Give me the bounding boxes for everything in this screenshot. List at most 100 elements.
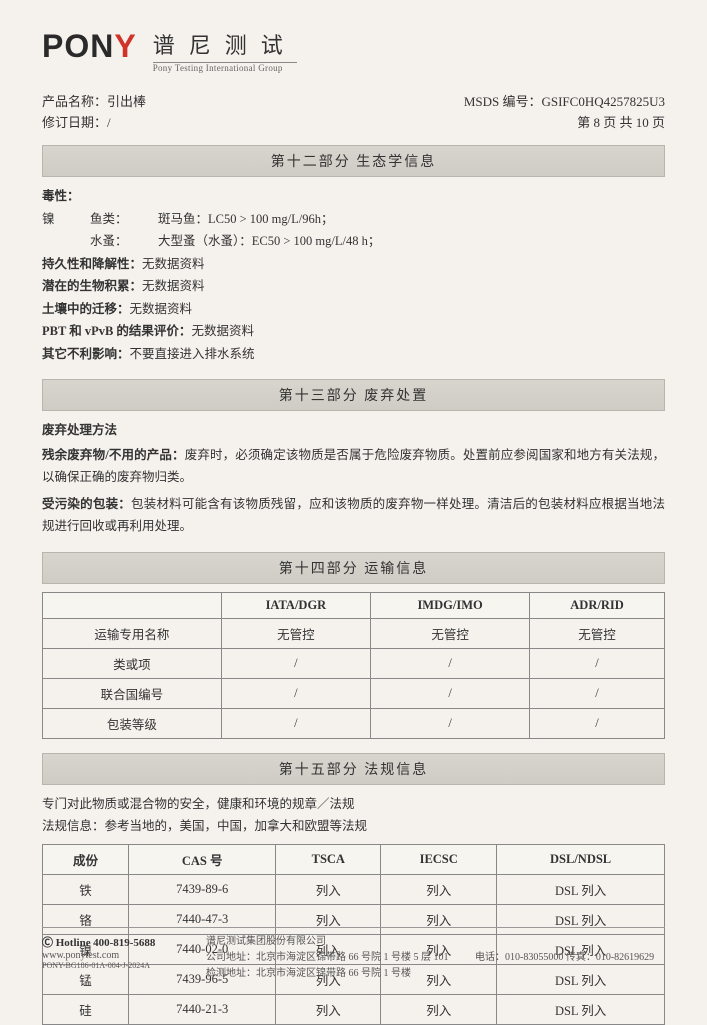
brand-block: 谱尼测试 Pony Testing International Group: [153, 28, 297, 73]
table-row: 运输专用名称无管控无管控无管控: [43, 618, 665, 648]
reg-line1: 专门对此物质或混合物的安全，健康和环境的规章／法规: [42, 793, 665, 816]
cell: /: [371, 648, 530, 678]
hotline-number: 400-819-5688: [93, 937, 155, 949]
bio-label: 潜在的生物积累：: [42, 279, 142, 293]
msds-value: GSIFC0HQ4257825U3: [541, 94, 665, 109]
th-component: 成份: [43, 844, 129, 874]
addr2: 北京市海淀区锦带路 66 号院 1 号楼: [256, 968, 411, 979]
cell: DSL 列入: [497, 874, 665, 904]
header: PONY 谱尼测试 Pony Testing International Gro…: [42, 28, 665, 73]
cell: 运输专用名称: [43, 618, 222, 648]
cell: 硅: [43, 994, 129, 1024]
footer: Ⓒ Hotline 400-819-5688 www.ponytest.com …: [42, 927, 665, 982]
table-row: 铁7439-89-6列入列入DSL 列入: [43, 874, 665, 904]
toxicity-label: 毒性：: [42, 185, 665, 208]
product-label: 产品名称：: [42, 94, 107, 109]
daphnia-text: 大型蚤（水蚤）：EC50 > 100 mg/L/48 h；: [158, 230, 380, 253]
cell: 无管控: [221, 618, 371, 648]
meta-row-1: 产品名称：引出棒 MSDS 编号：GSIFC0HQ4257825U3: [42, 91, 665, 110]
cell: /: [221, 648, 371, 678]
cell: 7440-21-3: [129, 994, 276, 1024]
cell: /: [530, 648, 665, 678]
footer-company: 谱尼测试集团股份有限公司: [206, 934, 461, 950]
section-13-title: 第十三部分 废弃处置: [42, 379, 665, 411]
cell: 无管控: [530, 618, 665, 648]
soil-val: 无数据资料: [130, 302, 193, 316]
cell: /: [371, 708, 530, 738]
footer-mid: 谱尼测试集团股份有限公司 公司地址：北京市海淀区锦带路 66 号院 1 号楼 5…: [206, 934, 461, 982]
cell: 无管控: [371, 618, 530, 648]
section-12-content: 毒性： 镍 鱼类： 斑马鱼：LC50 > 100 mg/L/96h； 水蚤： 大…: [42, 185, 665, 365]
th-iata: IATA/DGR: [221, 592, 371, 618]
th-imdg: IMDG/IMO: [371, 592, 530, 618]
cell: 联合国编号: [43, 678, 222, 708]
rev-label: 修订日期：: [42, 115, 107, 130]
table-row: 联合国编号///: [43, 678, 665, 708]
page-number: 第 8 页 共 10 页: [577, 112, 665, 131]
footer-right: 电话：010-83055000 传真：010-82619629: [475, 934, 665, 982]
brand-cn: 谱尼测试: [153, 28, 297, 63]
disposal-method-title: 废弃处理方法: [42, 419, 665, 442]
addr2-label: 检测地址：: [206, 968, 256, 979]
cell: 列入: [381, 874, 497, 904]
footer-code: PONY-BG186-01A-004-J-2024A: [42, 961, 192, 970]
section-15-title: 第十五部分 法规信息: [42, 753, 665, 785]
cell: 类或项: [43, 648, 222, 678]
brand-en: Pony Testing International Group: [153, 63, 297, 73]
th-iecsc: IECSC: [381, 844, 497, 874]
other-label: 其它不利影响：: [42, 347, 130, 361]
persist-label: 持久性和降解性：: [42, 257, 142, 271]
footer-left: Ⓒ Hotline 400-819-5688 www.ponytest.com …: [42, 934, 192, 982]
section-15-content: 专门对此物质或混合物的安全，健康和环境的规章／法规 法规信息：参考当地的，美国，…: [42, 793, 665, 838]
cell: 包装等级: [43, 708, 222, 738]
soil-label: 土壤中的迁移：: [42, 302, 130, 316]
table-header-row: 成份 CAS 号 TSCA IECSC DSL/NDSL: [43, 844, 665, 874]
section-12-title: 第十二部分 生态学信息: [42, 145, 665, 177]
cell: /: [221, 708, 371, 738]
th-dsl: DSL/NDSL: [497, 844, 665, 874]
addr1-label: 公司地址：: [206, 952, 256, 963]
table-row: 类或项///: [43, 648, 665, 678]
logo-accent: Y: [114, 28, 136, 64]
cell: 铁: [43, 874, 129, 904]
cell: /: [371, 678, 530, 708]
logo-main: PON: [42, 28, 114, 64]
persist-val: 无数据资料: [142, 257, 205, 271]
section-13-content: 废弃处理方法 残余废弃物/不用的产品：废弃时，必须确定该物质是否属于危险废弃物质…: [42, 419, 665, 538]
residue-label: 残余废弃物/不用的产品：: [42, 448, 185, 462]
pbt-label: PBT 和 vPvB 的结果评价：: [42, 324, 191, 338]
cell: /: [221, 678, 371, 708]
daphnia-label: 水蚤：: [90, 230, 158, 253]
cell: 列入: [381, 994, 497, 1024]
transport-table: IATA/DGR IMDG/IMO ADR/RID 运输专用名称无管控无管控无管…: [42, 592, 665, 739]
th-blank: [43, 592, 222, 618]
table-header-row: IATA/DGR IMDG/IMO ADR/RID: [43, 592, 665, 618]
cell: 7439-89-6: [129, 874, 276, 904]
msds-label: MSDS 编号：: [464, 94, 542, 109]
table-row: 硅7440-21-3列入列入DSL 列入: [43, 994, 665, 1024]
package-label: 受污染的包装：: [42, 497, 131, 511]
meta-row-2: 修订日期：/ 第 8 页 共 10 页: [42, 112, 665, 131]
reg-line2: 法规信息：参考当地的，美国，中国，加拿大和欧盟等法规: [42, 815, 665, 838]
footer-tel: 电话：010-83055000 传真：010-82619629: [475, 950, 665, 966]
rev-value: /: [107, 115, 111, 130]
bio-val: 无数据资料: [142, 279, 205, 293]
cell: DSL 列入: [497, 994, 665, 1024]
th-tsca: TSCA: [276, 844, 381, 874]
cell: 列入: [276, 994, 381, 1024]
cell: /: [530, 708, 665, 738]
package-text: 包装材料可能含有该物质残留，应和该物质的废弃物一样处理。清洁后的包装材料应根据当…: [42, 497, 665, 534]
table-row: 包装等级///: [43, 708, 665, 738]
fish-label: 鱼类：: [90, 208, 158, 231]
cell: /: [530, 678, 665, 708]
other-val: 不要直接进入排水系统: [130, 347, 255, 361]
pbt-val: 无数据资料: [191, 324, 254, 338]
logo-text: PONY: [42, 28, 137, 65]
hotline-label: Ⓒ Hotline: [42, 937, 91, 949]
th-cas: CAS 号: [129, 844, 276, 874]
nickel-label: 镍: [42, 208, 90, 231]
product-value: 引出棒: [107, 94, 146, 109]
logo: PONY: [42, 28, 137, 65]
th-adr: ADR/RID: [530, 592, 665, 618]
cell: 列入: [276, 874, 381, 904]
